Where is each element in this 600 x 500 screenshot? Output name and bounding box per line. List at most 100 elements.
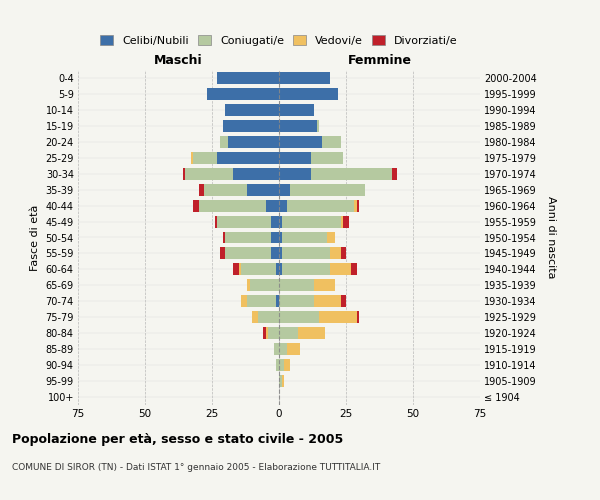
Bar: [266, 200, 279, 211]
Bar: [223, 120, 279, 132]
Bar: [279, 216, 281, 228]
Bar: [279, 264, 281, 276]
Text: Maschi: Maschi: [154, 54, 203, 67]
Text: Popolazione per età, sesso e stato civile - 2005: Popolazione per età, sesso e stato civil…: [12, 432, 343, 446]
Bar: [247, 184, 279, 196]
Bar: [223, 120, 279, 132]
Bar: [274, 343, 279, 355]
Bar: [220, 136, 279, 148]
Bar: [279, 375, 284, 387]
Bar: [277, 264, 279, 276]
Bar: [279, 136, 341, 148]
Bar: [279, 248, 330, 260]
Bar: [279, 88, 338, 100]
Bar: [279, 136, 341, 148]
Bar: [247, 296, 279, 308]
Bar: [279, 327, 325, 339]
Bar: [217, 216, 279, 228]
Bar: [279, 296, 346, 308]
Bar: [279, 168, 392, 179]
Bar: [217, 152, 279, 164]
Bar: [279, 216, 341, 228]
Bar: [226, 104, 279, 116]
Bar: [226, 104, 279, 116]
Bar: [223, 232, 279, 243]
Bar: [279, 343, 287, 355]
Bar: [279, 104, 314, 116]
Bar: [215, 216, 279, 228]
Bar: [279, 343, 301, 355]
Bar: [279, 200, 357, 211]
Bar: [206, 88, 279, 100]
Text: COMUNE DI SIROR (TN) - Dati ISTAT 1° gennaio 2005 - Elaborazione TUTTITALIA.IT: COMUNE DI SIROR (TN) - Dati ISTAT 1° gen…: [12, 462, 380, 471]
Bar: [268, 327, 279, 339]
Text: Femmine: Femmine: [347, 54, 412, 67]
Bar: [241, 296, 279, 308]
Bar: [271, 248, 279, 260]
Bar: [279, 184, 365, 196]
Bar: [279, 120, 317, 132]
Bar: [277, 296, 279, 308]
Bar: [279, 280, 314, 291]
Bar: [220, 136, 279, 148]
Bar: [252, 312, 279, 323]
Bar: [271, 232, 279, 243]
Bar: [204, 184, 279, 196]
Bar: [279, 104, 314, 116]
Bar: [279, 343, 301, 355]
Bar: [233, 168, 279, 179]
Bar: [263, 327, 279, 339]
Bar: [279, 280, 335, 291]
Bar: [277, 359, 279, 371]
Bar: [206, 88, 279, 100]
Bar: [279, 120, 319, 132]
Bar: [241, 264, 279, 276]
Bar: [279, 248, 346, 260]
Bar: [279, 72, 330, 84]
Bar: [204, 184, 279, 196]
Bar: [279, 184, 290, 196]
Bar: [279, 375, 281, 387]
Bar: [233, 264, 279, 276]
Bar: [199, 200, 279, 211]
Bar: [279, 72, 330, 84]
Bar: [279, 72, 330, 84]
Bar: [279, 152, 343, 164]
Bar: [252, 312, 279, 323]
Bar: [226, 232, 279, 243]
Bar: [279, 184, 365, 196]
Bar: [279, 152, 343, 164]
Bar: [279, 88, 338, 100]
Bar: [277, 359, 279, 371]
Bar: [279, 248, 281, 260]
Bar: [193, 152, 279, 164]
Bar: [217, 72, 279, 84]
Bar: [279, 216, 349, 228]
Bar: [279, 232, 327, 243]
Bar: [279, 248, 341, 260]
Bar: [226, 104, 279, 116]
Legend: Celibi/Nubili, Coniugati/e, Vedovi/e, Divorziati/e: Celibi/Nubili, Coniugati/e, Vedovi/e, Di…: [100, 36, 458, 46]
Bar: [279, 264, 330, 276]
Bar: [279, 152, 311, 164]
Bar: [279, 72, 330, 84]
Bar: [279, 216, 343, 228]
Bar: [226, 232, 279, 243]
Bar: [279, 232, 281, 243]
Bar: [279, 200, 287, 211]
Bar: [223, 120, 279, 132]
Bar: [279, 120, 319, 132]
Bar: [279, 264, 352, 276]
Bar: [193, 200, 279, 211]
Bar: [226, 248, 279, 260]
Bar: [274, 343, 279, 355]
Bar: [277, 359, 279, 371]
Bar: [279, 232, 335, 243]
Bar: [182, 168, 279, 179]
Bar: [220, 248, 279, 260]
Bar: [239, 264, 279, 276]
Bar: [279, 312, 357, 323]
Bar: [279, 359, 284, 371]
Bar: [199, 200, 279, 211]
Bar: [266, 327, 279, 339]
